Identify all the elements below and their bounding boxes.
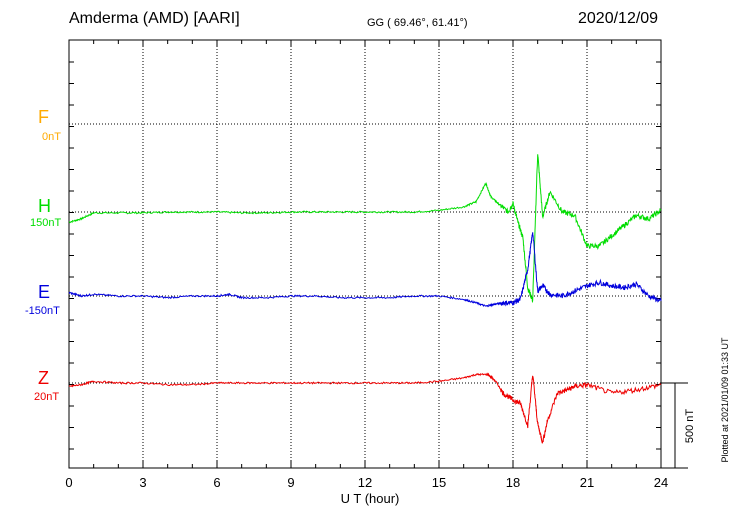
trace-baseline-z: 20nT: [34, 391, 60, 403]
series-line-e: [68, 232, 662, 308]
x-tick-label: 18: [505, 475, 521, 490]
x-tick-label: 15: [431, 475, 447, 490]
trace-label-h: H: [38, 196, 51, 216]
data-lines: [68, 154, 662, 444]
station-coords: GG ( 69.46°, 61.41°): [367, 17, 468, 29]
plot-grid: [69, 40, 661, 468]
x-tick-label: 12: [357, 475, 373, 490]
x-tick-label: 24: [653, 475, 669, 490]
x-tick-label: 6: [213, 475, 221, 490]
x-tick-label: 0: [65, 475, 73, 490]
scale-bar: [661, 382, 688, 469]
station-title: Amderma (AMD) [AARI]: [69, 10, 240, 27]
x-tick-label: 3: [139, 475, 147, 490]
plot-date: 2020/12/09: [578, 10, 659, 27]
trace-label-z: Z: [38, 368, 49, 388]
trace-baseline-e: -150nT: [25, 305, 60, 317]
scale-bar-label: 500 nT: [684, 408, 696, 444]
trace-baseline-h: 150nT: [30, 217, 62, 229]
trace-baseline-f: 0nT: [42, 131, 61, 143]
series-line-h: [68, 154, 662, 304]
x-tick-label: 9: [287, 475, 295, 490]
trace-label-e: E: [38, 282, 51, 302]
series-line-z: [68, 372, 662, 444]
trace-label-f: F: [38, 107, 49, 127]
x-tick-label: 21: [579, 475, 595, 490]
x-axis-label: U T (hour): [340, 491, 400, 506]
plotted-timestamp: Plotted at 2021/01/09 01:33 UT: [720, 337, 730, 463]
